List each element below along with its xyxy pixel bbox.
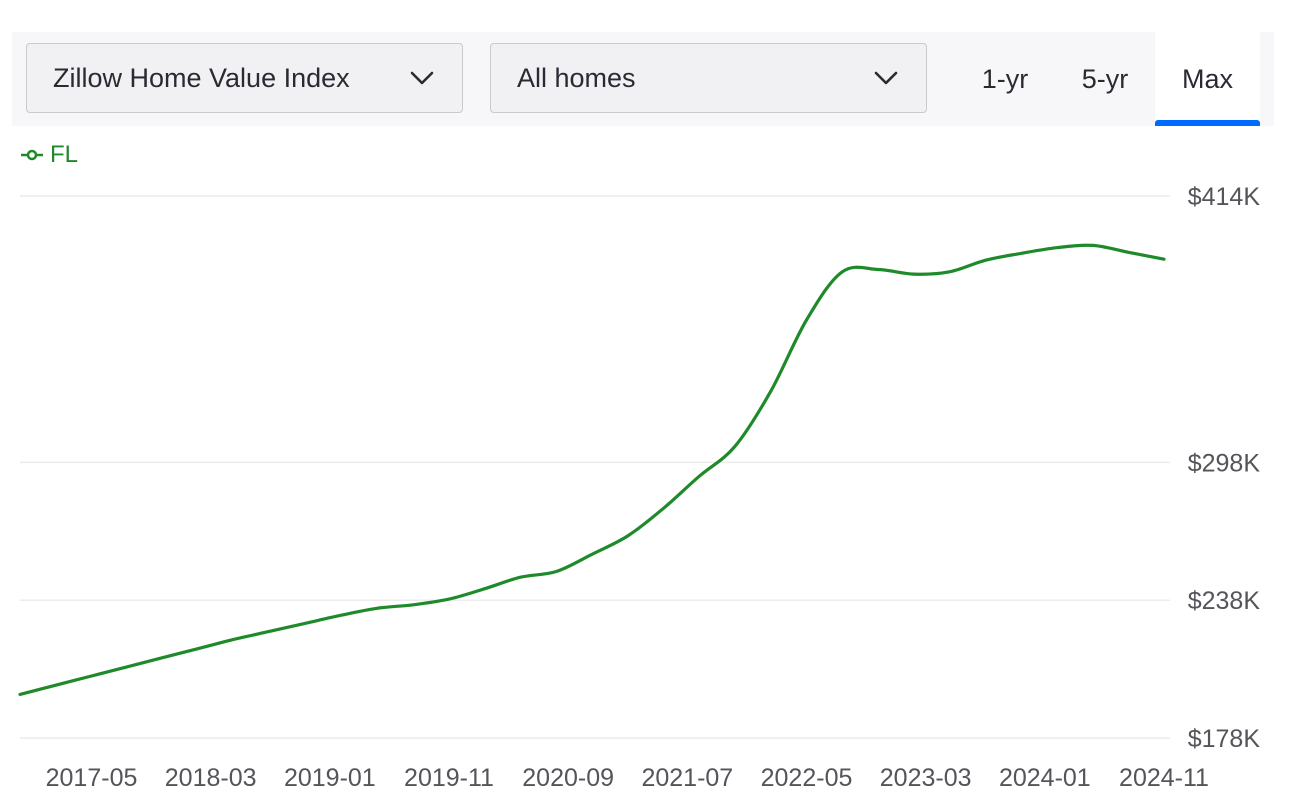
data-point[interactable]: [14, 688, 26, 700]
data-point[interactable]: [479, 583, 491, 595]
tab-max[interactable]: Max: [1155, 32, 1260, 126]
x-tick-label: 2017-05: [46, 764, 138, 792]
data-point[interactable]: [622, 530, 634, 542]
data-point[interactable]: [443, 593, 455, 605]
data-point[interactable]: [300, 617, 312, 629]
data-point[interactable]: [264, 625, 276, 637]
data-point[interactable]: [801, 314, 813, 326]
data-point[interactable]: [550, 565, 562, 577]
x-tick-label: 2019-01: [284, 764, 376, 792]
x-tick-label: 2023-03: [880, 764, 972, 792]
x-tick-label: 2022-05: [761, 764, 853, 792]
selected-tab-indicator: [1155, 120, 1260, 126]
x-axis-ticks: 2017-05 2018-03 2019-01 2019-11 2020-09 2021-…: [46, 764, 1209, 792]
y-tick-label: $298K: [1188, 449, 1261, 477]
data-point[interactable]: [1122, 246, 1134, 258]
chart-legend[interactable]: FL: [20, 140, 78, 170]
x-tick-label: 2019-11: [404, 764, 494, 792]
tab-max-label: Max: [1181, 63, 1233, 94]
data-point[interactable]: [121, 661, 133, 673]
data-point[interactable]: [765, 385, 777, 397]
data-point[interactable]: [407, 599, 419, 611]
data-point[interactable]: [658, 502, 670, 514]
data-point[interactable]: [193, 642, 205, 654]
data-point[interactable]: [586, 548, 598, 560]
data-point[interactable]: [50, 679, 62, 691]
data-point[interactable]: [693, 470, 705, 482]
y-tick-label: $414K: [1188, 183, 1261, 211]
y-tick-label: $178K: [1188, 725, 1261, 753]
y-tick-label: $238K: [1188, 587, 1261, 615]
line-marker-icon: [21, 149, 43, 161]
data-point[interactable]: [872, 263, 884, 275]
x-tick-label: 2018-03: [165, 764, 257, 792]
x-tick-label: 2020-09: [522, 764, 614, 792]
data-point[interactable]: [1087, 239, 1099, 251]
chevron-down-icon: [410, 71, 434, 85]
data-point[interactable]: [515, 571, 527, 583]
chart-controls: Zillow Home Value Index All homes 1-yr 5…: [12, 32, 1274, 126]
data-point[interactable]: [157, 652, 169, 664]
home-type-dropdown-label: All homes: [517, 62, 636, 93]
data-point[interactable]: [729, 440, 741, 452]
metric-dropdown[interactable]: Zillow Home Value Index: [26, 43, 463, 113]
data-point[interactable]: [86, 670, 98, 682]
data-point[interactable]: [229, 633, 241, 645]
home-type-dropdown[interactable]: All homes: [490, 43, 927, 113]
x-tick-label: 2024-01: [999, 764, 1091, 792]
data-point[interactable]: [836, 266, 848, 278]
y-axis-ticks: $414K $298K $238K $178K: [1188, 183, 1261, 753]
series-points: [14, 239, 1170, 700]
tab-5-yr-label: 5-yr: [1081, 63, 1129, 94]
series-line-fl[interactable]: [18, 243, 1166, 696]
data-point[interactable]: [908, 268, 920, 280]
legend-series-label: FL: [50, 141, 79, 168]
tab-1-yr[interactable]: 1-yr: [960, 32, 1050, 126]
data-point[interactable]: [1051, 242, 1063, 254]
data-point[interactable]: [372, 602, 384, 614]
data-point[interactable]: [336, 609, 348, 621]
metric-dropdown-label: Zillow Home Value Index: [53, 62, 350, 93]
chevron-down-icon: [874, 71, 898, 85]
grid-lines: [20, 195, 1170, 739]
data-point[interactable]: [979, 254, 991, 266]
x-tick-label: 2024-11: [1119, 764, 1209, 792]
data-point[interactable]: [1158, 253, 1170, 265]
tab-5-yr[interactable]: 5-yr: [1060, 32, 1150, 126]
data-point[interactable]: [1015, 247, 1027, 259]
tab-1-yr-label: 1-yr: [981, 63, 1029, 94]
x-tick-label: 2021-07: [641, 764, 733, 792]
data-point[interactable]: [944, 266, 956, 278]
